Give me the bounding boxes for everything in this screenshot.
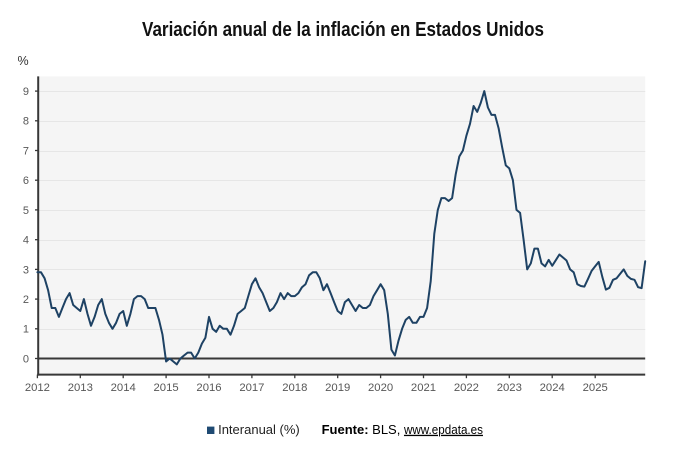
svg-text:8: 8: [23, 116, 29, 128]
svg-text:Fuente: BLS, www.epdata.es: Fuente: BLS, www.epdata.es: [322, 422, 484, 437]
svg-text:7: 7: [23, 145, 29, 157]
svg-text:3: 3: [23, 264, 29, 276]
svg-text:1: 1: [23, 324, 29, 336]
svg-text:2017: 2017: [239, 382, 264, 394]
svg-text:5: 5: [23, 205, 29, 217]
svg-text:Interanual (%): Interanual (%): [218, 422, 300, 437]
svg-text:2025: 2025: [583, 382, 608, 394]
svg-text:2014: 2014: [111, 382, 136, 394]
svg-text:2019: 2019: [325, 382, 350, 394]
svg-text:%: %: [18, 54, 29, 68]
svg-text:6: 6: [23, 175, 29, 187]
svg-text:2013: 2013: [68, 382, 93, 394]
svg-text:Variación anual de la inflació: Variación anual de la inflación en Estad…: [142, 18, 544, 41]
svg-text:2015: 2015: [154, 382, 179, 394]
svg-text:2020: 2020: [368, 382, 393, 394]
svg-text:9: 9: [23, 86, 29, 98]
svg-text:2022: 2022: [454, 382, 479, 394]
svg-text:2: 2: [23, 294, 29, 306]
svg-text:4: 4: [23, 235, 29, 247]
svg-text:2012: 2012: [25, 382, 50, 394]
svg-text:2018: 2018: [282, 382, 307, 394]
svg-text:2021: 2021: [411, 382, 436, 394]
svg-text:2024: 2024: [540, 382, 565, 394]
svg-text:0: 0: [23, 353, 29, 365]
svg-text:2016: 2016: [196, 382, 221, 394]
svg-text:2023: 2023: [497, 382, 522, 394]
